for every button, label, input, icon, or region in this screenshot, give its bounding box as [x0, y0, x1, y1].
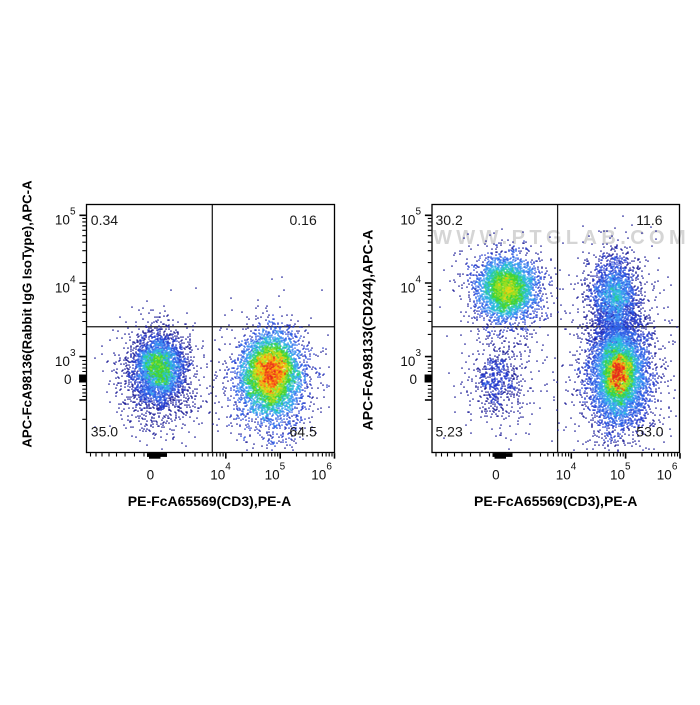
svg-text:0: 0: [409, 372, 417, 387]
svg-text:0: 0: [64, 372, 72, 387]
svg-text:0.34: 0.34: [91, 212, 118, 228]
svg-text:0: 0: [147, 468, 155, 483]
svg-text:PE-FcA65569(CD3),PE-A: PE-FcA65569(CD3),PE-A: [474, 493, 637, 509]
svg-text:APC-FcA98133(CD244),APC-A: APC-FcA98133(CD244),APC-A: [360, 230, 376, 431]
svg-text:5.23: 5.23: [436, 424, 463, 440]
svg-text:APC-FcA98136(Rabbit IgG IsoTyp: APC-FcA98136(Rabbit IgG IsoType),APC-A: [20, 180, 35, 448]
svg-text:64.5: 64.5: [290, 424, 317, 440]
svg-text:0.16: 0.16: [290, 212, 317, 228]
svg-text:WWW.PTGLAB.COM: WWW.PTGLAB.COM: [433, 227, 690, 249]
svg-text:11.6: 11.6: [636, 212, 662, 228]
svg-text:35.0: 35.0: [91, 424, 118, 440]
svg-text:30.2: 30.2: [436, 212, 463, 228]
svg-text:53.0: 53.0: [636, 424, 663, 440]
svg-text:0: 0: [492, 468, 500, 483]
svg-text:PE-FcA65569(CD3),PE-A: PE-FcA65569(CD3),PE-A: [128, 493, 291, 509]
